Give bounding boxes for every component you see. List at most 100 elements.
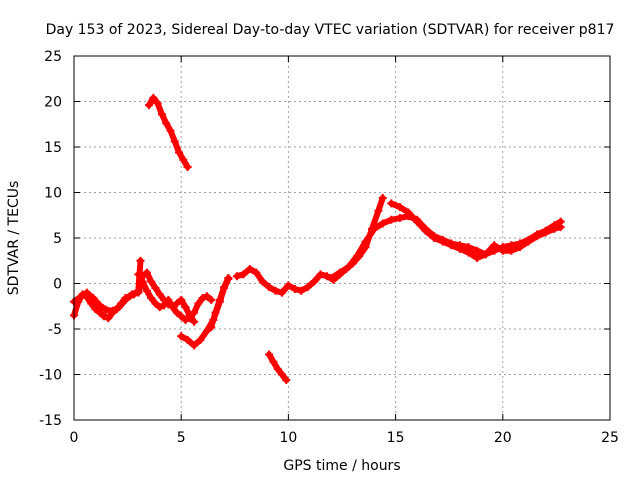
y-tick-label: -5: [48, 322, 62, 338]
data-point: [378, 219, 387, 228]
data-point: [149, 93, 158, 102]
data-point: [196, 335, 205, 344]
data-point: [220, 283, 229, 292]
data-point: [147, 277, 156, 286]
data-point: [100, 312, 109, 321]
x-tick-label: 5: [177, 430, 186, 446]
data-point: [245, 264, 254, 273]
data-point: [361, 237, 370, 246]
data-point: [404, 208, 413, 217]
data-point: [413, 217, 422, 226]
data-point: [284, 281, 293, 290]
data-point: [378, 193, 387, 202]
data-point: [232, 272, 241, 281]
data-point: [155, 303, 164, 312]
data-point: [498, 246, 507, 255]
data-point: [447, 241, 456, 250]
data-point: [183, 163, 192, 172]
data-point: [290, 284, 299, 293]
y-tick-label: 5: [53, 231, 62, 247]
data-point: [76, 293, 85, 302]
data-point: [556, 223, 565, 232]
data-point: [374, 206, 383, 215]
y-tick-label: 0: [53, 277, 62, 293]
data-point: [190, 308, 199, 317]
series-track-8: [328, 213, 564, 281]
data-point: [194, 299, 203, 308]
data-point: [430, 234, 439, 242]
data-point: [277, 370, 286, 379]
y-tick-label: 15: [44, 140, 62, 156]
data-point: [134, 270, 143, 279]
axis-ticks: 0 5 10 15 20 25 -15 -10 -5 0 5 10 15 20 25: [39, 49, 619, 446]
data-point: [127, 290, 136, 299]
data-point: [344, 263, 353, 272]
data-point: [282, 375, 291, 384]
data-point: [533, 232, 542, 241]
data-point: [224, 274, 233, 283]
x-tick-label: 10: [279, 430, 297, 446]
data-point: [151, 299, 160, 308]
data-point: [164, 295, 173, 304]
grid: [74, 56, 610, 420]
data-point: [541, 228, 550, 237]
chart-title: Day 153 of 2023, Sidereal Day-to-day VTE…: [46, 22, 615, 38]
data-point: [108, 306, 117, 315]
data-point: [370, 224, 379, 233]
y-tick-label: 10: [44, 186, 62, 202]
data-point: [177, 295, 186, 304]
data-point: [155, 290, 164, 299]
y-tick-label: -15: [39, 413, 62, 429]
data-point: [490, 241, 499, 250]
data-point: [202, 326, 211, 335]
data-point: [185, 314, 194, 323]
data-point: [95, 308, 104, 317]
data-point: [136, 256, 145, 265]
data-point: [104, 314, 113, 323]
data-point: [207, 295, 216, 304]
y-tick-label: 20: [44, 95, 62, 111]
y-tick-label: -10: [39, 368, 62, 384]
data-point: [310, 277, 319, 286]
data-point: [172, 308, 181, 317]
data-point: [239, 270, 248, 279]
x-axis-label: GPS time / hours: [283, 458, 400, 474]
data-point: [473, 246, 482, 255]
y-axis-label: SDTVAR / TECUs: [6, 181, 22, 296]
data-point: [95, 301, 104, 310]
data-point: [387, 215, 396, 224]
data-point: [138, 277, 147, 286]
data-point: [175, 148, 184, 157]
data-point: [387, 199, 396, 208]
data-point: [121, 295, 130, 304]
data-point: [179, 155, 188, 164]
data-point: [142, 286, 151, 295]
x-tick-label: 0: [70, 430, 79, 446]
data-point: [168, 303, 177, 312]
data-series: [70, 93, 565, 384]
data-point: [198, 294, 207, 303]
data-point: [166, 126, 175, 135]
data-point: [157, 110, 166, 119]
data-point: [190, 341, 199, 350]
x-tick-label: 25: [601, 430, 619, 446]
data-point: [177, 312, 186, 321]
data-point: [181, 315, 190, 324]
data-point: [183, 335, 192, 344]
data-point: [153, 99, 162, 108]
data-point: [438, 237, 447, 246]
data-point: [353, 252, 362, 261]
data-point: [473, 254, 482, 263]
data-point: [395, 203, 404, 212]
data-point: [162, 119, 171, 128]
data-point: [190, 317, 199, 326]
data-point: [271, 286, 280, 295]
data-point: [89, 294, 98, 303]
data-point: [395, 213, 404, 222]
data-point: [550, 224, 559, 233]
data-point: [455, 244, 464, 253]
x-tick-label: 15: [387, 430, 405, 446]
data-point: [147, 294, 156, 303]
data-point: [421, 226, 430, 235]
